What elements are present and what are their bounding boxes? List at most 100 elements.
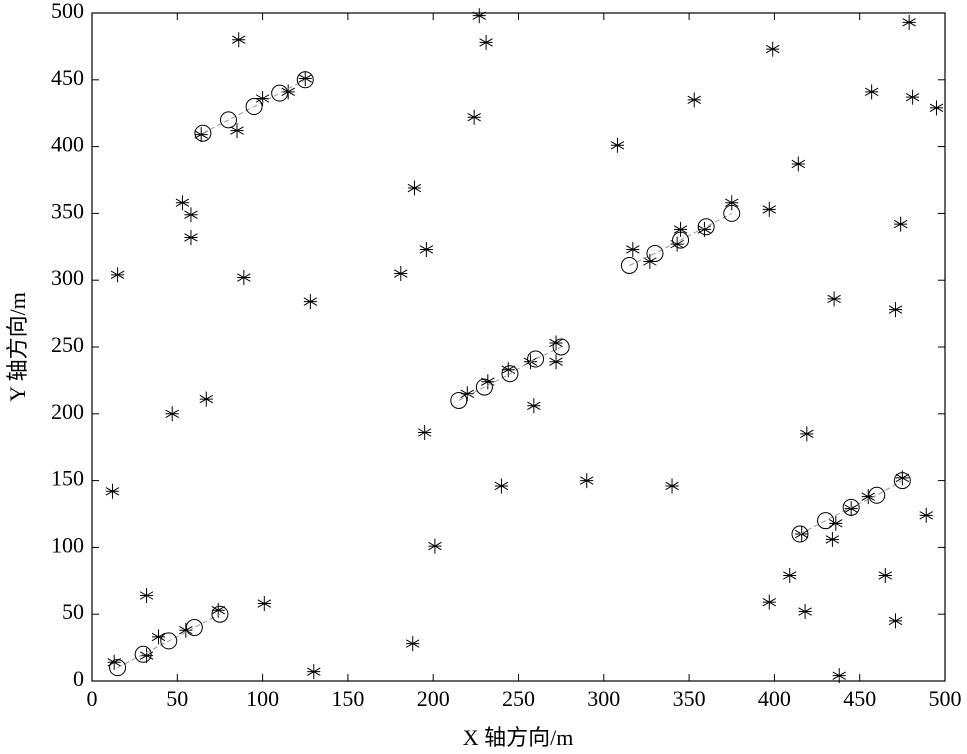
star-marker — [107, 654, 121, 670]
y-tick-label: 50 — [62, 599, 84, 624]
star-marker — [472, 8, 487, 24]
star-marker — [281, 84, 295, 100]
star-marker — [394, 266, 408, 282]
star-marker — [165, 406, 179, 422]
x-axis-label: X 轴方向/m — [463, 725, 574, 750]
star-marker — [105, 483, 120, 499]
circle-marker — [211, 605, 229, 623]
star-marker — [194, 127, 208, 143]
x-tick-label: 50 — [166, 686, 188, 711]
star-marker — [762, 201, 777, 217]
x-tick-label: 150 — [331, 686, 364, 711]
circle-marker — [271, 84, 289, 102]
star-marker — [798, 604, 812, 620]
x-tick-label: 300 — [587, 686, 620, 711]
star-marker — [419, 241, 434, 257]
x-tick-label: 100 — [246, 686, 279, 711]
star-marker — [829, 515, 843, 531]
circle-marker — [475, 378, 493, 396]
circle-marker — [672, 231, 690, 249]
star-marker — [579, 473, 594, 489]
star-marker — [527, 398, 541, 414]
star-marker — [303, 294, 318, 310]
circle-marker — [646, 244, 664, 262]
x-tick-label: 350 — [673, 686, 706, 711]
star-marker — [800, 426, 814, 442]
circle-marker — [697, 218, 715, 236]
star-marker — [494, 478, 509, 494]
star-marker — [417, 425, 432, 441]
y-tick-label: 250 — [51, 332, 84, 357]
plot-frame — [91, 12, 946, 682]
star-marker — [861, 489, 875, 505]
circle-marker — [791, 525, 809, 543]
star-marker — [460, 386, 475, 402]
star-marker — [405, 636, 420, 652]
star-marker — [175, 195, 190, 211]
star-marker — [549, 335, 563, 351]
star-marker — [878, 567, 893, 583]
star-marker — [783, 567, 797, 583]
circle-marker — [160, 632, 178, 650]
star-marker — [479, 34, 493, 50]
star-marker — [825, 531, 840, 547]
star-marker — [832, 668, 846, 684]
x-tick-label: 450 — [843, 686, 876, 711]
star-marker — [139, 648, 154, 664]
star-marker — [179, 622, 193, 638]
y-tick-label: 0 — [73, 666, 84, 691]
star-marker — [501, 362, 516, 378]
star-marker — [231, 32, 246, 48]
circle-marker — [868, 486, 886, 504]
star-marker — [665, 478, 679, 494]
x-tick-label: 200 — [417, 686, 450, 711]
star-marker — [794, 526, 809, 542]
star-marker — [481, 374, 495, 390]
y-tick-label: 350 — [51, 198, 84, 223]
star-marker — [791, 156, 806, 172]
y-tick-label: 450 — [51, 65, 84, 90]
circle-marker — [245, 98, 263, 116]
star-marker — [893, 216, 908, 232]
y-tick-label: 400 — [51, 132, 84, 157]
star-marker — [139, 587, 154, 603]
star-marker — [888, 613, 903, 629]
star-marker — [549, 354, 563, 370]
trend-line — [117, 613, 221, 669]
star-marker — [643, 253, 657, 269]
star-marker — [184, 229, 198, 245]
star-marker — [257, 596, 272, 612]
star-marker — [237, 270, 251, 286]
star-marker — [765, 41, 780, 57]
y-tick-label: 500 — [51, 0, 84, 23]
star-marker — [888, 302, 903, 318]
trend-line — [629, 212, 732, 266]
star-marker — [864, 84, 879, 100]
circle-marker — [842, 498, 860, 516]
circle-marker — [134, 645, 152, 663]
y-tick-label: 200 — [51, 399, 84, 424]
circle-marker — [817, 512, 835, 530]
star-marker — [626, 241, 640, 257]
y-tick-label: 100 — [51, 532, 84, 557]
y-tick-label: 150 — [51, 466, 84, 491]
star-marker — [110, 267, 125, 283]
star-marker — [670, 236, 684, 252]
circle-marker — [620, 257, 638, 275]
star-marker — [895, 470, 910, 486]
y-axis-label: Y 轴方向/m — [5, 292, 30, 402]
star-marker — [151, 629, 166, 645]
star-marker — [762, 594, 777, 610]
circle-marker — [527, 350, 545, 368]
star-marker — [844, 501, 858, 517]
star-marker — [902, 14, 916, 30]
star-marker — [725, 195, 739, 211]
trend-line — [799, 480, 903, 535]
circle-marker — [723, 204, 741, 222]
circle-marker — [501, 365, 519, 383]
circle-marker — [893, 472, 911, 490]
star-marker — [211, 602, 225, 618]
star-marker — [307, 664, 321, 680]
star-marker — [199, 391, 214, 407]
